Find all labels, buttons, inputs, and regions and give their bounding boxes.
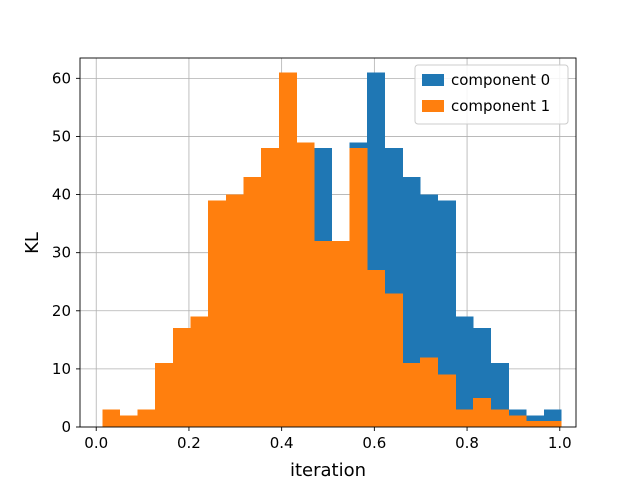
legend-swatch — [422, 100, 444, 112]
x-tick-label: 0.2 — [177, 434, 201, 452]
bar-series-1 — [384, 293, 403, 427]
bar-series-1 — [225, 194, 244, 427]
bar-series-0 — [455, 316, 474, 427]
bar-series-1 — [437, 374, 456, 427]
bar-series-1 — [243, 177, 262, 427]
bar-series-1 — [314, 241, 333, 427]
bar-series-0 — [437, 200, 456, 427]
bar-series-1 — [278, 72, 297, 427]
legend-box — [414, 64, 569, 125]
bar-series-1 — [402, 363, 421, 427]
bar-series-1 — [137, 409, 156, 427]
y-tick-label: 50 — [52, 127, 71, 145]
bar-series-1 — [455, 409, 474, 427]
plot-frame — [79, 57, 577, 428]
x-axis-ticks: 0.0 0.2 0.4 0.6 0.8 1.0 — [84, 427, 572, 452]
bar-series-1 — [119, 415, 138, 427]
x-tick-label: 0.0 — [84, 434, 108, 452]
y-axis-ticks: 0 10 20 30 40 50 60 — [52, 69, 80, 436]
bar-series-1 — [190, 316, 209, 427]
bar-series-1 — [420, 357, 439, 427]
bar-series-1 — [543, 421, 562, 427]
bar-series-1 — [490, 409, 509, 427]
y-tick-label: 60 — [52, 69, 71, 87]
x-tick-label: 0.8 — [455, 434, 479, 452]
bar-series-1 — [473, 397, 492, 427]
bar-series-1 — [349, 148, 368, 427]
legend-label: component 0 — [451, 71, 550, 89]
bar-series-1 — [331, 241, 350, 427]
bar-series-1 — [367, 270, 386, 427]
bar-series-1 — [102, 409, 121, 427]
bar-series-1 — [296, 142, 315, 428]
x-tick-label: 0.6 — [362, 434, 386, 452]
x-axis-label: iteration — [290, 460, 366, 480]
x-tick-label: 1.0 — [548, 434, 572, 452]
y-tick-label: 40 — [52, 186, 71, 204]
bar-series-1 — [508, 415, 527, 427]
bar-series-1 — [526, 421, 545, 427]
bar-series-1 — [208, 200, 227, 427]
bar-series-1 — [155, 363, 174, 427]
y-tick-label: 30 — [52, 244, 71, 262]
x-tick-label: 0.4 — [270, 434, 294, 452]
legend-swatch — [422, 74, 444, 86]
y-tick-label: 10 — [52, 360, 71, 378]
bar-series-1 — [172, 328, 191, 427]
y-tick-label: 20 — [52, 302, 71, 320]
histogram-bars — [102, 72, 562, 428]
legend-label: component 1 — [451, 97, 550, 115]
bar-series-1 — [261, 148, 280, 427]
y-axis-label: KL — [22, 232, 43, 254]
legend: component 0 component 1 — [414, 64, 569, 125]
y-tick-label: 0 — [61, 418, 71, 436]
